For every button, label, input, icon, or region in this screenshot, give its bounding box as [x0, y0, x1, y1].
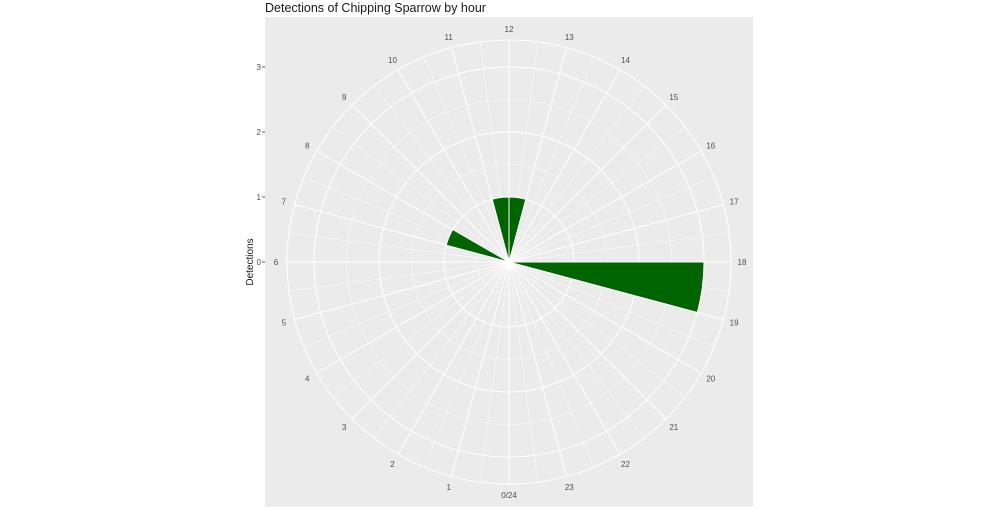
minor-radial-gridline [373, 261, 510, 439]
bar-hour-12 [508, 196, 527, 263]
minor-radial-gridline [332, 261, 510, 398]
minor-radial-gridline [508, 261, 686, 398]
hour-label: 11 [445, 33, 454, 42]
hour-label: 15 [669, 93, 678, 102]
minor-radial-gridline [508, 261, 539, 483]
major-radial-gridline [351, 104, 510, 263]
minor-radial-gridline [423, 56, 510, 263]
hour-label: 22 [621, 460, 630, 469]
y-tick-label: 0 [257, 258, 262, 267]
bar-hour-7 [445, 228, 510, 263]
hour-label: 9 [342, 93, 347, 102]
hour-label: 0/24 [501, 491, 517, 500]
hour-label: 7 [282, 198, 287, 207]
major-radial-gridline [351, 261, 510, 420]
major-radial-gridline [397, 261, 510, 455]
hour-label: 3 [342, 423, 347, 432]
hour-label: 18 [738, 258, 747, 267]
major-radial-gridline [508, 204, 724, 263]
hour-label: 12 [505, 25, 514, 34]
hour-label: 19 [730, 318, 739, 327]
minor-radial-gridline [508, 85, 645, 263]
minor-radial-gridline [508, 232, 730, 263]
hour-label: 13 [565, 33, 574, 42]
major-radial-gridline [508, 104, 667, 263]
major-radial-gridline [508, 261, 702, 374]
minor-radial-gridline [423, 261, 510, 468]
major-radial-gridline [316, 261, 510, 374]
hour-label: 23 [565, 483, 574, 492]
major-radial-gridline [508, 261, 621, 455]
hour-label: 4 [305, 375, 310, 384]
hour-label: 16 [706, 142, 715, 151]
hour-label: 10 [388, 56, 397, 65]
minor-radial-gridline [508, 56, 595, 263]
major-radial-gridline [397, 69, 510, 263]
hour-label: 21 [669, 423, 678, 432]
major-radial-gridline [294, 261, 510, 320]
major-radial-gridline [508, 261, 567, 477]
bars-layer [445, 196, 705, 314]
hour-label: 1 [446, 483, 451, 492]
y-axis: 0 1 2 3 [257, 63, 265, 267]
minor-radial-gridline [373, 85, 510, 263]
minor-radial-gridline [288, 261, 510, 292]
y-tick-label: 3 [257, 63, 262, 72]
minor-radial-gridline [508, 261, 595, 468]
hour-label: 20 [706, 375, 715, 384]
hour-label: 8 [305, 142, 310, 151]
major-radial-gridline [508, 69, 621, 263]
minor-radial-gridline [303, 261, 510, 348]
major-radial-gridline [451, 261, 510, 477]
major-radial-gridline [508, 150, 702, 263]
hour-labels: 0/24123456789101112131415161718192021222… [274, 25, 747, 500]
hour-label: 6 [274, 258, 279, 267]
hour-label: 5 [282, 318, 287, 327]
minor-radial-gridline [508, 126, 686, 263]
hour-label: 14 [621, 56, 630, 65]
minor-radial-gridline [332, 126, 510, 263]
minor-radial-gridline [479, 261, 510, 483]
hour-label: 2 [390, 460, 395, 469]
y-tick-label: 1 [257, 193, 262, 202]
minor-radial-gridline [508, 176, 715, 263]
bar-hour-18 [508, 261, 705, 314]
minor-radial-gridline [288, 232, 510, 263]
major-radial-gridline [508, 261, 667, 420]
chart-title: Detections of Chipping Sparrow by hour [265, 1, 486, 15]
outer-circle-gridline [286, 39, 732, 485]
y-tick-label: 2 [257, 128, 262, 137]
hour-label: 17 [730, 198, 739, 207]
y-axis-title: Detections [245, 238, 256, 285]
minor-radial-gridline [508, 261, 715, 348]
minor-radial-gridline [508, 261, 645, 439]
